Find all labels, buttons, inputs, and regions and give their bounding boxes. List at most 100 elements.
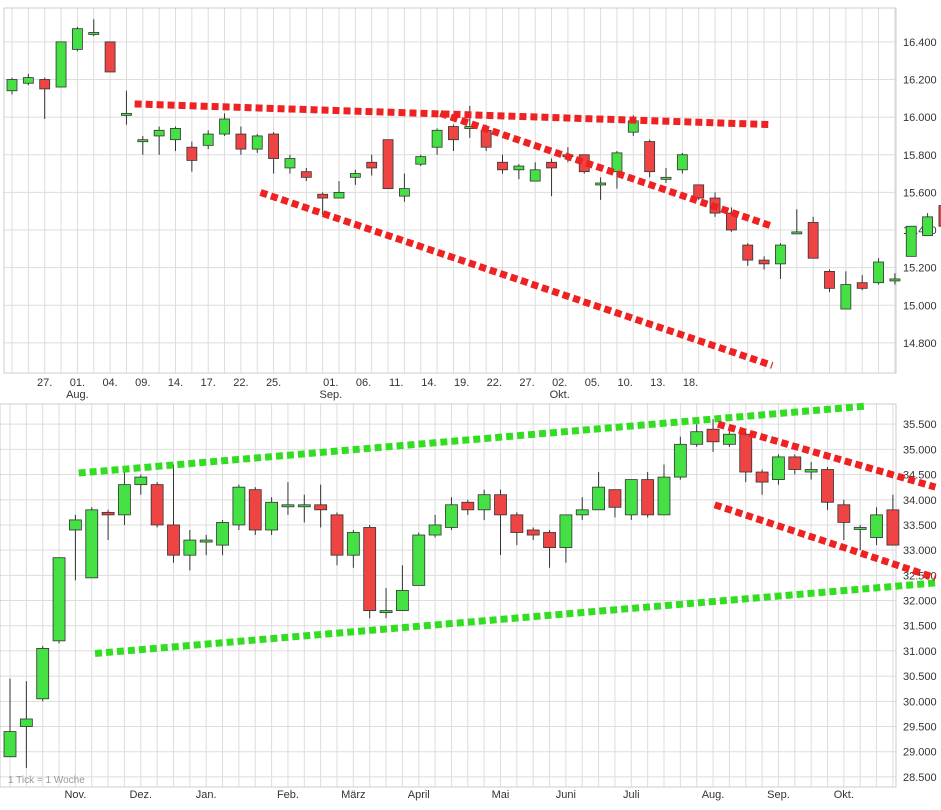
candle (477, 489, 491, 520)
candle (824, 269, 835, 293)
candle (248, 487, 262, 536)
candle (284, 154, 296, 174)
candle (497, 154, 508, 174)
candle (382, 139, 394, 190)
x-tick-label: 01. (70, 377, 85, 389)
y-tick-label: 35.000 (903, 444, 937, 456)
candle-body (88, 32, 100, 35)
candle (101, 509, 115, 541)
weekly-chart-panel: 28.500 29.000 29.500 30.000 30.500 31.000 31.5… (0, 402, 937, 801)
candle (788, 454, 802, 475)
candle (333, 181, 345, 199)
candle (657, 464, 671, 516)
candle (69, 514, 82, 581)
candle (314, 484, 328, 528)
candle (202, 130, 214, 150)
candle (3, 678, 17, 758)
candle (529, 162, 541, 182)
candle (804, 461, 818, 480)
candle-body (529, 169, 541, 182)
y-tick-label: 16.000 (903, 112, 937, 124)
y-tick-label: 29.500 (903, 722, 937, 734)
candle (300, 167, 312, 182)
candle-body (104, 41, 116, 73)
x-tick-label: Aug. (702, 789, 725, 801)
y-tick-label: 33.500 (903, 520, 937, 532)
candle (268, 132, 280, 174)
candle (85, 507, 99, 579)
candle-body (660, 176, 672, 180)
candle (395, 565, 409, 612)
candle (575, 497, 589, 520)
candle (118, 472, 131, 525)
candle (232, 484, 246, 530)
candle-body (494, 494, 507, 516)
candle (170, 126, 181, 151)
candle-body (824, 271, 835, 289)
candle-body (608, 489, 622, 508)
candle-body (807, 222, 819, 259)
candle-body (657, 476, 671, 516)
candle-body (6, 79, 18, 92)
candle-body (461, 501, 475, 511)
candle-body (448, 126, 459, 141)
candle-body (644, 141, 656, 173)
candle (379, 587, 393, 619)
candle-body (52, 557, 66, 642)
candle (676, 152, 688, 174)
candle-body (513, 165, 525, 171)
candle (330, 512, 344, 566)
candle (510, 512, 524, 546)
candle (281, 482, 295, 515)
candle-body (415, 156, 427, 165)
candle (758, 256, 770, 270)
candle-body (775, 244, 786, 265)
candle (251, 134, 263, 153)
candle (265, 497, 279, 536)
trend-line (134, 100, 773, 129)
candle-body (363, 527, 377, 612)
candle-body (676, 154, 688, 171)
candle (660, 167, 672, 183)
x-tick-label: 27. (519, 377, 534, 389)
candle-body (543, 532, 556, 549)
x-tick-label: 22. (487, 377, 502, 389)
candle (19, 681, 33, 768)
candle (775, 243, 786, 279)
candle-body (251, 135, 263, 150)
candle-body (837, 504, 851, 523)
candle (739, 431, 753, 483)
candle-body (346, 532, 360, 556)
candle-body (330, 514, 344, 556)
y-tick-label: 30.000 (903, 696, 937, 708)
candle (873, 258, 884, 285)
candle (398, 173, 410, 202)
candle (199, 535, 213, 556)
candle-body (379, 610, 393, 614)
candle (546, 158, 557, 197)
candle-body (853, 527, 867, 530)
candle-body (183, 539, 197, 556)
plot-area-frame (3, 7, 897, 374)
candle-body (382, 139, 394, 190)
candle-body (150, 484, 164, 526)
candle-body (772, 456, 785, 480)
candle (121, 90, 132, 125)
candle (690, 424, 704, 447)
candle-body (840, 284, 852, 310)
candle (297, 494, 311, 523)
x-tick-label: Nov. (64, 789, 86, 801)
x-tick-label: 25. (266, 377, 281, 389)
candle (428, 514, 442, 538)
candle (938, 205, 941, 227)
candle (150, 482, 164, 528)
candle-body (153, 129, 165, 137)
x-tick-label: 22. (233, 377, 248, 389)
candle-body (905, 225, 917, 257)
candle (726, 207, 737, 232)
candle-body (428, 524, 442, 536)
candle-body (265, 501, 279, 531)
candle-body (216, 522, 229, 546)
candle-body (755, 471, 769, 483)
